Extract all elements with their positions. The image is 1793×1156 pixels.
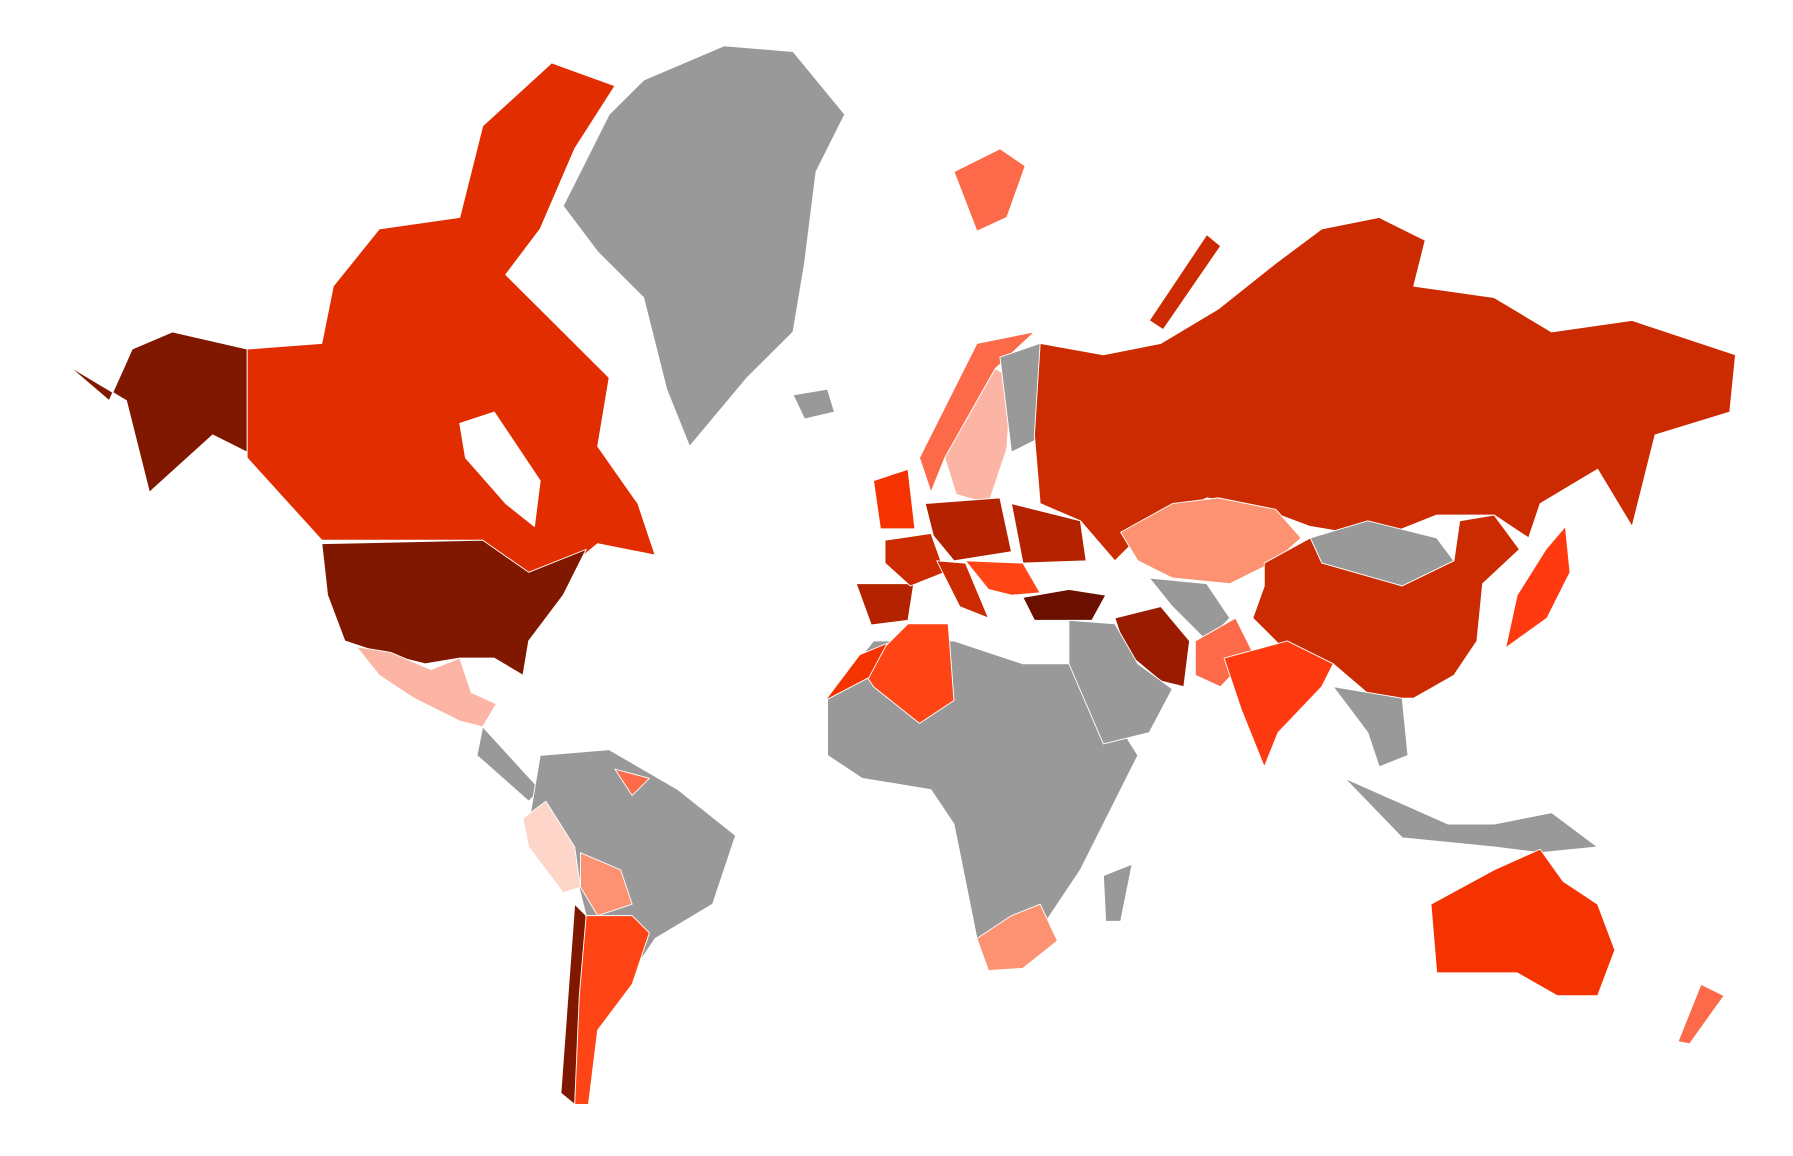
region-mexico — [355, 646, 497, 728]
region-algeria — [861, 623, 955, 724]
region-morocco — [824, 642, 888, 701]
region-guyana — [614, 768, 650, 796]
region-russia — [1033, 217, 1736, 562]
region-sweden — [944, 368, 1012, 505]
region-alaska — [68, 331, 248, 493]
region-indonesia — [1344, 777, 1599, 854]
region-spain — [855, 583, 915, 626]
region-madagascar — [1102, 863, 1133, 922]
region-bolivia — [579, 852, 633, 917]
region-svalbard — [953, 148, 1026, 232]
region-italy — [936, 560, 989, 619]
region-central-america — [476, 726, 541, 802]
region-southeast-asia — [1332, 686, 1409, 768]
region-middle-east — [1068, 619, 1173, 745]
region-greenland — [562, 45, 846, 447]
region-usa — [321, 539, 587, 676]
region-france — [884, 532, 946, 587]
region-ukraine — [1010, 503, 1087, 564]
region-central-europe — [924, 497, 1012, 562]
region-russia-islands — [1148, 234, 1222, 331]
region-japan — [1505, 526, 1571, 649]
water-hudson-bay — [459, 411, 541, 527]
region-africa-other — [827, 640, 1139, 951]
region-india — [1223, 640, 1334, 768]
region-uk — [873, 468, 916, 530]
region-iceland — [792, 388, 835, 420]
region-balkans — [965, 560, 1041, 596]
region-turkey — [1022, 588, 1107, 621]
region-new-zealand — [1677, 983, 1725, 1045]
region-argentina — [574, 915, 650, 1105]
region-australia — [1430, 848, 1616, 997]
region-south-africa — [976, 903, 1058, 972]
region-canada — [246, 62, 656, 585]
country-regions — [68, 45, 1736, 1105]
